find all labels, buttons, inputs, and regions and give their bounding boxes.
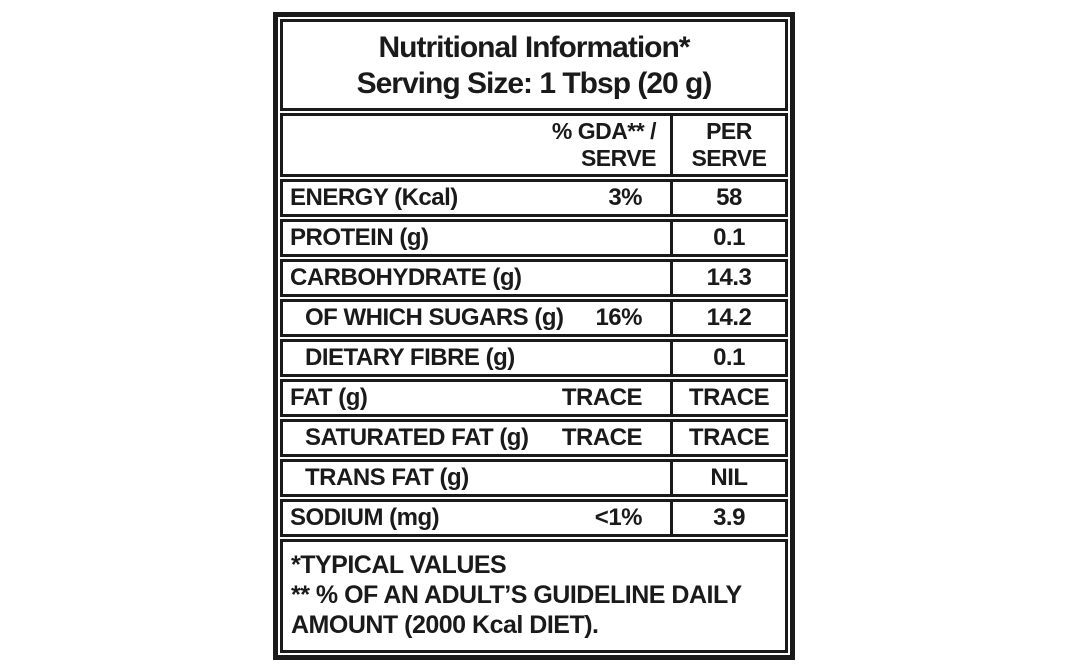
nutrient-label: ENERGY (Kcal) [290,184,458,211]
nutrient-label: DIETARY FIBRE (g) [305,344,515,371]
per-serve-value: 14.3 [670,262,785,294]
per-serve-value: 14.2 [670,302,785,334]
per-serve-value: TRACE [670,382,785,414]
nutrient-label: SATURATED FAT (g) [305,424,529,451]
footnote-gda-line2: AMOUNT (2000 Kcal DIET). [291,611,599,639]
per-serve-value: 58 [670,182,785,214]
nutrient-label: CARBOHYDRATE (g) [290,264,522,291]
table-row-dietary-fibre: DIETARY FIBRE (g) 0.1 [280,339,788,377]
footnotes-section: *TYPICAL VALUES ** % OF AN ADULT’S GUIDE… [280,539,788,653]
per-serve-value: NIL [670,462,785,494]
serving-size: Serving Size: 1 Tbsp (20 g) [356,67,713,100]
nutrient-label: SODIUM (mg) [290,504,440,531]
gda-value: 3% [608,184,642,211]
nutrient-label: FAT (g) [290,384,368,411]
table-row-sugars: OF WHICH SUGARS (g) 16% 14.2 [280,299,788,337]
footnote-typical-values: *TYPICAL VALUES [291,551,507,579]
gda-value: <1% [594,504,643,531]
per-serve-value: 0.1 [670,222,785,254]
table-row-protein: PROTEIN (g) 0.1 [280,219,788,257]
per-serve-column-header: PER SERVE [670,116,785,174]
gda-value: 16% [595,304,642,331]
table-row-energy: ENERGY (Kcal) 3% 58 [280,179,788,217]
gda-column-header: % GDA** / SERVE [551,118,657,171]
table-row-saturated-fat: SATURATED FAT (g) TRACE TRACE [280,419,788,457]
title: Nutritional Information* [378,31,691,64]
per-serve-value: 0.1 [670,342,785,374]
table-row-carbohydrate: CARBOHYDRATE (g) 14.3 [280,259,788,297]
gda-value: TRACE [561,384,643,411]
gda-value: TRACE [561,424,643,451]
nutrient-label: PROTEIN (g) [290,224,429,251]
per-serve-value: TRACE [670,422,785,454]
nutrition-table: Nutritional Information* Serving Size: 1… [273,12,795,660]
footnote-gda-line1: ** % OF AN ADULT’S GUIDELINE DAILY [291,581,742,609]
label-canvas: Nutritional Information* Serving Size: 1… [0,12,1068,671]
title-section: Nutritional Information* Serving Size: 1… [280,19,788,111]
column-header-row: % GDA** / SERVE PER SERVE [280,113,788,177]
table-row-trans-fat: TRANS FAT (g) NIL [280,459,788,497]
table-row-sodium: SODIUM (mg) <1% 3.9 [280,499,788,537]
nutrient-label: TRANS FAT (g) [305,464,469,491]
table-row-fat: FAT (g) TRACE TRACE [280,379,788,417]
per-serve-value: 3.9 [670,502,785,534]
nutrient-label: OF WHICH SUGARS (g) [305,304,564,331]
